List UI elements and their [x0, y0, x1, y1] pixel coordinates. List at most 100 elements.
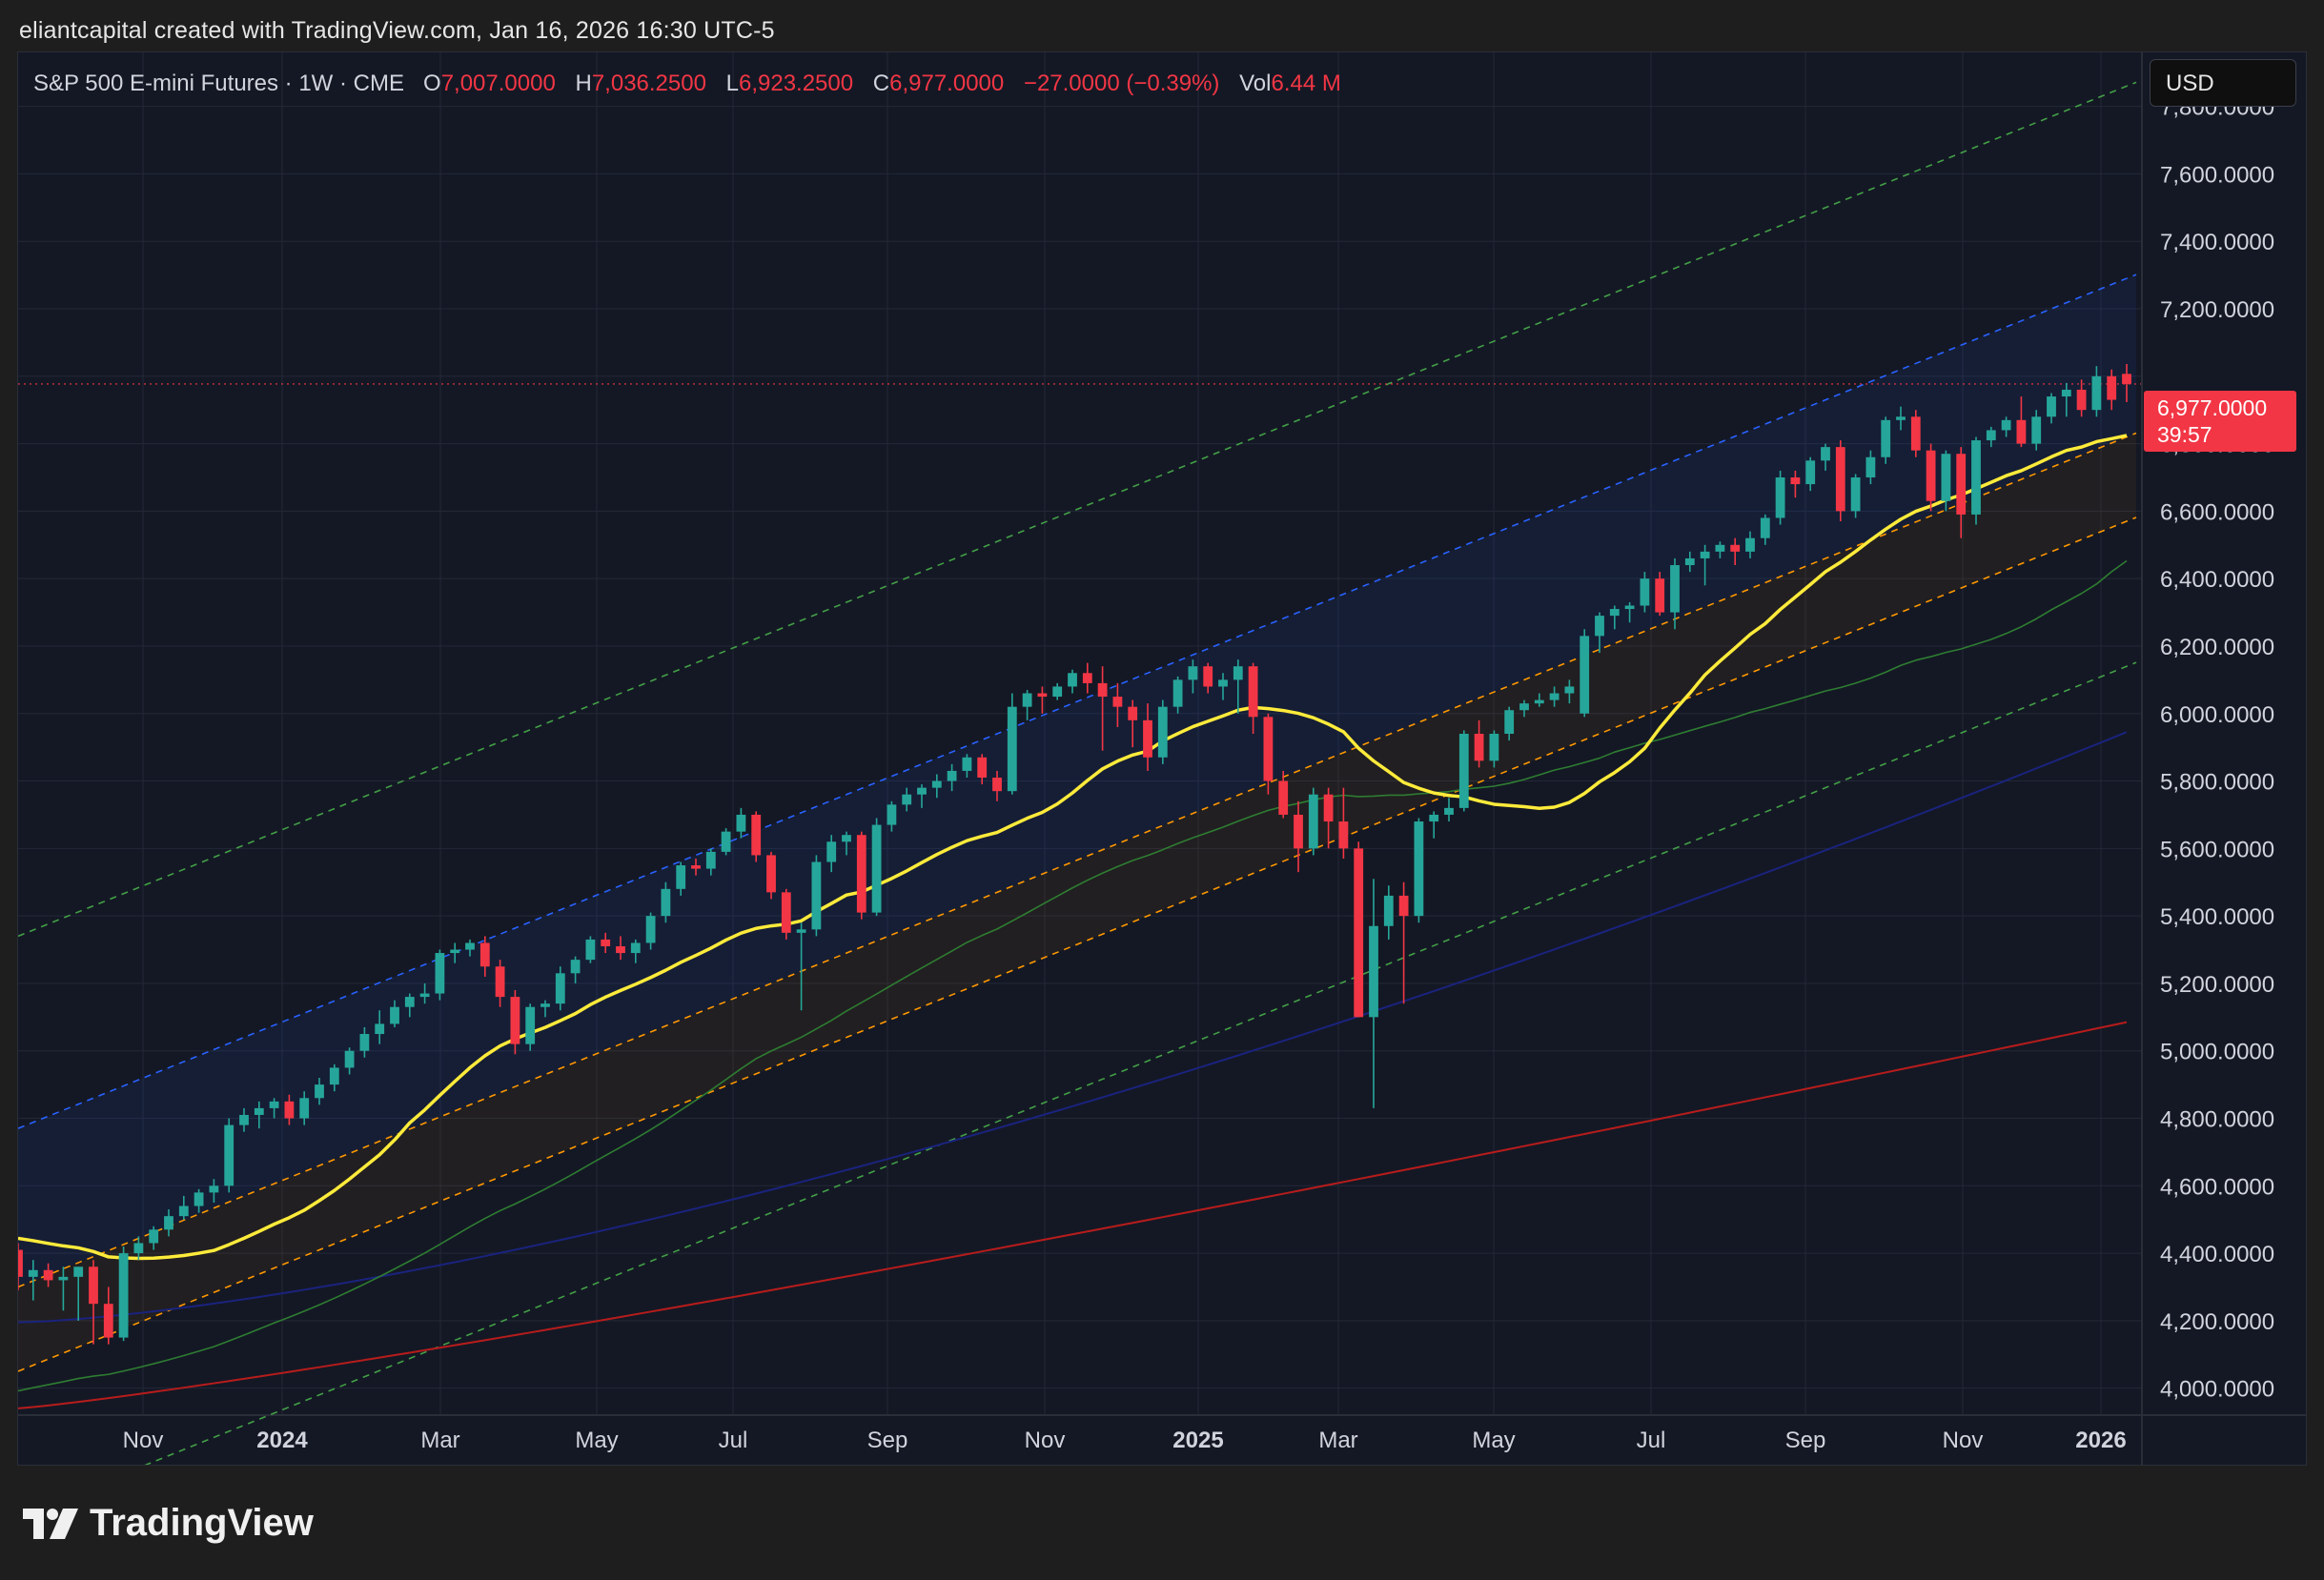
candle: [28, 1269, 38, 1277]
candle: [931, 780, 942, 788]
candle: [1775, 476, 1785, 518]
x-axis-label: 2026: [2075, 1428, 2126, 1453]
y-axis-label: 5,200.0000: [2160, 972, 2274, 998]
x-axis-label: Mar: [420, 1428, 459, 1453]
channel-center-line: [18, 432, 2137, 1288]
y-axis-label: 4,600.0000: [2160, 1174, 2274, 1200]
candle: [1805, 460, 1816, 485]
y-axis-label: 6,600.0000: [2160, 499, 2274, 525]
symbol-label[interactable]: S&P 500 E-mini Futures · 1W · CME: [33, 71, 404, 96]
candle: [1760, 517, 1770, 538]
candle: [2122, 374, 2131, 384]
currency-button[interactable]: USD: [2150, 59, 2296, 107]
candle: [1218, 679, 1228, 687]
candle: [269, 1101, 279, 1108]
candle: [1112, 697, 1123, 707]
candle: [1369, 925, 1378, 1018]
x-axis-label: 2024: [256, 1428, 308, 1453]
candle: [1338, 821, 1349, 849]
channel-upper-line: [18, 273, 2137, 1129]
candle: [315, 1084, 324, 1099]
candle: [133, 1243, 144, 1254]
open-value: 7,007.0000: [440, 71, 556, 96]
high-value: 7,036.2500: [591, 71, 706, 96]
y-axis-label: 5,800.0000: [2160, 770, 2274, 796]
candle: [1474, 734, 1484, 761]
volume-value: 6.44 M: [1271, 71, 1341, 96]
candle: [2076, 389, 2087, 411]
candle: [1203, 666, 1213, 687]
candle: [1248, 666, 1258, 718]
candle: [1624, 605, 1635, 610]
candle: [1233, 666, 1243, 680]
candle: [1444, 807, 1454, 815]
channel-lower-line: [18, 517, 2137, 1372]
candle: [224, 1124, 234, 1186]
candle: [1489, 734, 1499, 761]
candle: [1896, 416, 1906, 420]
candle: [239, 1114, 249, 1125]
candle: [871, 824, 882, 913]
candle: [329, 1067, 339, 1085]
candle: [194, 1192, 204, 1206]
candle: [1700, 551, 1710, 558]
candle: [751, 814, 762, 856]
candle: [661, 888, 671, 917]
candle: [1414, 821, 1424, 917]
ma200-line: [18, 1021, 2128, 1409]
y-axis-label: 4,200.0000: [2160, 1309, 2274, 1335]
candle: [1730, 544, 1741, 552]
candle: [479, 942, 490, 967]
price-chart[interactable]: 7,800.00007,600.00007,400.00007,200.0000…: [18, 52, 2306, 1465]
candle: [1580, 636, 1590, 714]
candle: [1534, 699, 1544, 704]
candle: [164, 1216, 173, 1230]
candle: [2061, 389, 2071, 397]
candle: [570, 960, 581, 974]
y-axis-label: 5,400.0000: [2160, 904, 2274, 930]
candle: [1294, 814, 1303, 849]
close-value: 6,977.0000: [889, 71, 1005, 96]
candle: [1068, 673, 1077, 687]
candle: [118, 1253, 129, 1338]
candle: [1354, 848, 1364, 1018]
candle: [947, 770, 957, 781]
candle: [1519, 703, 1529, 711]
low-label: L: [725, 71, 739, 96]
candle: [1670, 565, 1680, 613]
candle: [676, 865, 686, 889]
y-axis-label: 6,400.0000: [2160, 567, 2274, 593]
candle: [2016, 419, 2027, 444]
candle: [209, 1185, 219, 1193]
candle: [917, 787, 927, 795]
candle: [856, 835, 866, 913]
candle: [1082, 673, 1092, 683]
candle: [58, 1276, 69, 1281]
chart-frame[interactable]: 7,800.0000 7,600.0000 7,400.0000 7,200.0000…: [17, 51, 2307, 1466]
candle: [992, 778, 1002, 792]
candle: [1022, 693, 1032, 707]
y-axis-label: 6,000.0000: [2160, 702, 2274, 728]
channel-upper-fill: [18, 274, 2136, 1287]
candle: [1881, 419, 1891, 457]
tradingview-logo[interactable]: TradingView: [21, 1502, 314, 1545]
candle: [842, 835, 851, 842]
candle: [2047, 396, 2056, 417]
candle: [1835, 447, 1845, 512]
x-axis-label: Sep: [867, 1428, 908, 1453]
x-axis-label: Nov: [123, 1428, 164, 1453]
candle: [585, 939, 596, 961]
candle: [2031, 416, 2042, 444]
candle: [375, 1023, 385, 1035]
candle: [1821, 447, 1830, 461]
candle: [1926, 450, 1936, 501]
candle: [510, 997, 520, 1044]
x-axis-label: Nov: [1025, 1428, 1066, 1453]
candle: [1865, 456, 1876, 477]
candle: [450, 949, 460, 954]
y-axis-label: 5,000.0000: [2160, 1040, 2274, 1065]
candle: [1037, 693, 1048, 698]
candle: [1504, 710, 1515, 734]
candle: [1971, 440, 1981, 515]
candle: [766, 855, 776, 893]
